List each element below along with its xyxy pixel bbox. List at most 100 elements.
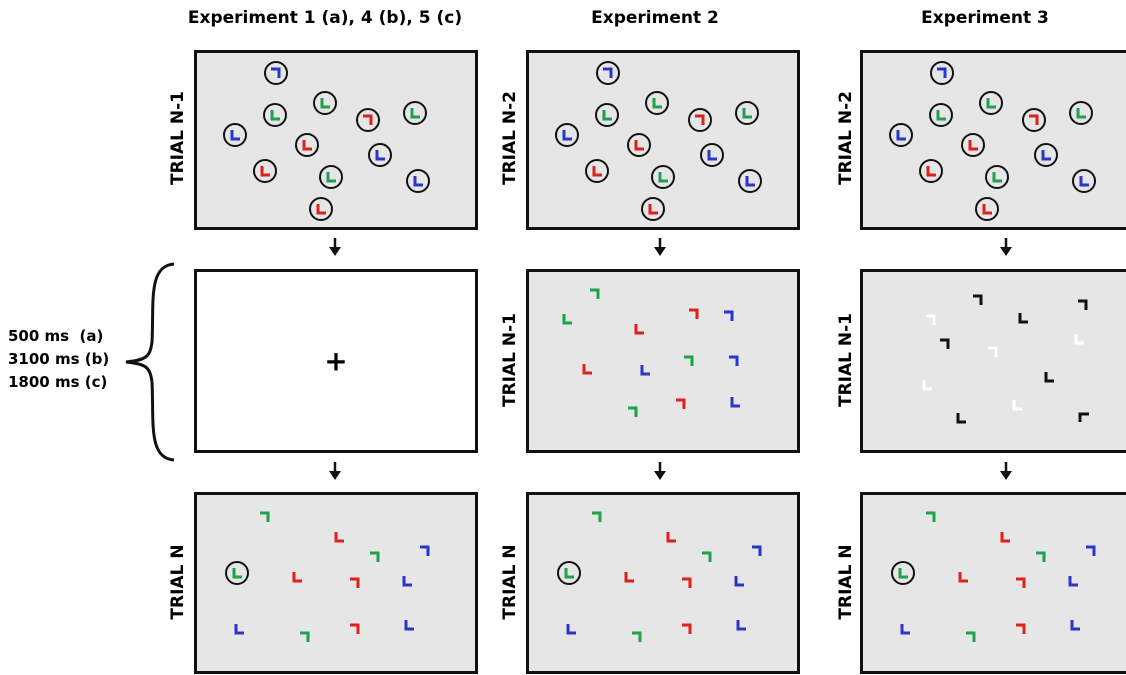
l-shape-item	[234, 624, 244, 635]
l-shape-item	[1000, 532, 1010, 543]
l-shape-item	[695, 114, 705, 125]
l-shape-item	[684, 355, 694, 366]
l-shape-item	[898, 568, 908, 579]
l-shape-item	[926, 511, 936, 522]
l-shape-item	[1076, 108, 1086, 119]
l-shape-item	[986, 98, 996, 109]
cue-ring	[295, 133, 319, 157]
cue-ring	[735, 101, 759, 125]
l-shape-item	[404, 620, 414, 631]
cue-ring	[313, 91, 337, 115]
l-shape-item	[271, 67, 281, 78]
l-shape-item	[402, 576, 412, 587]
l-shape-item	[413, 176, 423, 187]
l-shape-item	[973, 294, 983, 305]
l-shape-item	[1078, 412, 1089, 422]
l-shape-item	[940, 338, 950, 349]
l-shape-item	[724, 310, 734, 321]
l-shape-item	[582, 364, 592, 375]
l-shape-item	[602, 110, 612, 121]
timing-a: 500 ms (a)	[8, 327, 104, 345]
cue-ring	[264, 61, 288, 85]
cue-ring	[891, 561, 915, 585]
l-shape-item	[702, 551, 712, 562]
l-shape-item	[640, 365, 650, 376]
stimulus-display	[889, 61, 1096, 221]
l-shape-item	[603, 67, 613, 78]
l-shape-item	[562, 314, 572, 325]
l-shape-item	[730, 397, 740, 408]
l-shape-item	[1070, 620, 1080, 631]
down-arrow-icon	[329, 238, 341, 256]
l-shape-item	[1029, 114, 1039, 125]
l-shape-item	[1074, 334, 1084, 345]
l-shape-item	[966, 631, 976, 642]
cue-ring	[309, 197, 333, 221]
l-shape-item	[682, 577, 692, 588]
cue-ring	[688, 108, 712, 132]
l-shape-item	[1068, 576, 1078, 587]
row-label-exp1-trial-n-1: TRIAL N-1	[168, 90, 188, 186]
cue-ring	[641, 197, 665, 221]
row-label-exp1-trial-n: TRIAL N	[168, 544, 188, 620]
down-arrow-icon	[329, 462, 341, 480]
l-shape-item	[363, 114, 373, 125]
l-shape-item	[410, 108, 420, 119]
l-shape-item	[1041, 150, 1051, 161]
l-shape-item	[729, 355, 739, 366]
l-shape-item	[350, 623, 360, 634]
cue-ring	[985, 165, 1009, 189]
l-shape-item	[634, 140, 644, 151]
l-shape-item	[992, 172, 1002, 183]
l-shape-item	[1079, 176, 1089, 187]
l-shape-item	[232, 568, 242, 579]
l-shape-item	[896, 130, 906, 141]
row-label-exp3-trial-n-2: TRIAL N-2	[836, 90, 856, 186]
cue-ring	[1022, 108, 1046, 132]
cue-ring	[975, 197, 999, 221]
cue-ring	[225, 561, 249, 585]
l-shape-item	[260, 166, 270, 177]
column-title-experiment-1: Experiment 1 (a), 4 (b), 5 (c)	[187, 8, 463, 28]
down-arrow-icon	[654, 462, 666, 480]
l-shape-item	[742, 108, 752, 119]
l-shape-item	[666, 532, 676, 543]
l-shape-item	[689, 308, 699, 319]
l-shape-item	[316, 204, 326, 215]
panel-exp3-trial-n	[860, 492, 1126, 674]
row-label-exp3-trial-n: TRIAL N	[836, 544, 856, 620]
l-shape-item	[658, 172, 668, 183]
fixation-cross-icon: +	[324, 344, 348, 378]
cue-ring	[929, 103, 953, 127]
l-shape-item	[628, 406, 638, 417]
l-shape-item	[745, 176, 755, 187]
l-shape-item	[707, 150, 717, 161]
cue-ring	[738, 169, 762, 193]
l-shape-item	[230, 130, 240, 141]
column-title-experiment-2: Experiment 2	[591, 8, 719, 28]
l-shape-item	[334, 532, 344, 543]
l-shape-item	[420, 545, 430, 556]
timing-b: 3100 ms (b)	[8, 350, 110, 368]
panel-exp1-trial-n	[194, 492, 478, 674]
panel-exp1-trial-n-1	[194, 50, 478, 230]
cue-ring	[979, 91, 1003, 115]
l-shape-item	[564, 568, 574, 579]
stimulus-display	[223, 61, 430, 221]
l-shape-item	[302, 140, 312, 151]
down-arrow-icon	[1000, 238, 1012, 256]
l-shape-item	[590, 288, 600, 299]
row-label-exp2-trial-n: TRIAL N	[500, 544, 520, 620]
cue-ring	[651, 165, 675, 189]
l-shape-item	[632, 631, 642, 642]
l-shape-item	[1012, 400, 1022, 411]
l-shape-item	[320, 98, 330, 109]
cue-ring	[961, 133, 985, 157]
l-shape-item	[566, 624, 576, 635]
l-shape-item	[900, 624, 910, 635]
l-shape-item	[988, 346, 998, 357]
l-shape-item	[375, 150, 385, 161]
stimulus-display	[891, 511, 1096, 642]
cue-ring	[595, 103, 619, 127]
cue-ring	[919, 159, 943, 183]
